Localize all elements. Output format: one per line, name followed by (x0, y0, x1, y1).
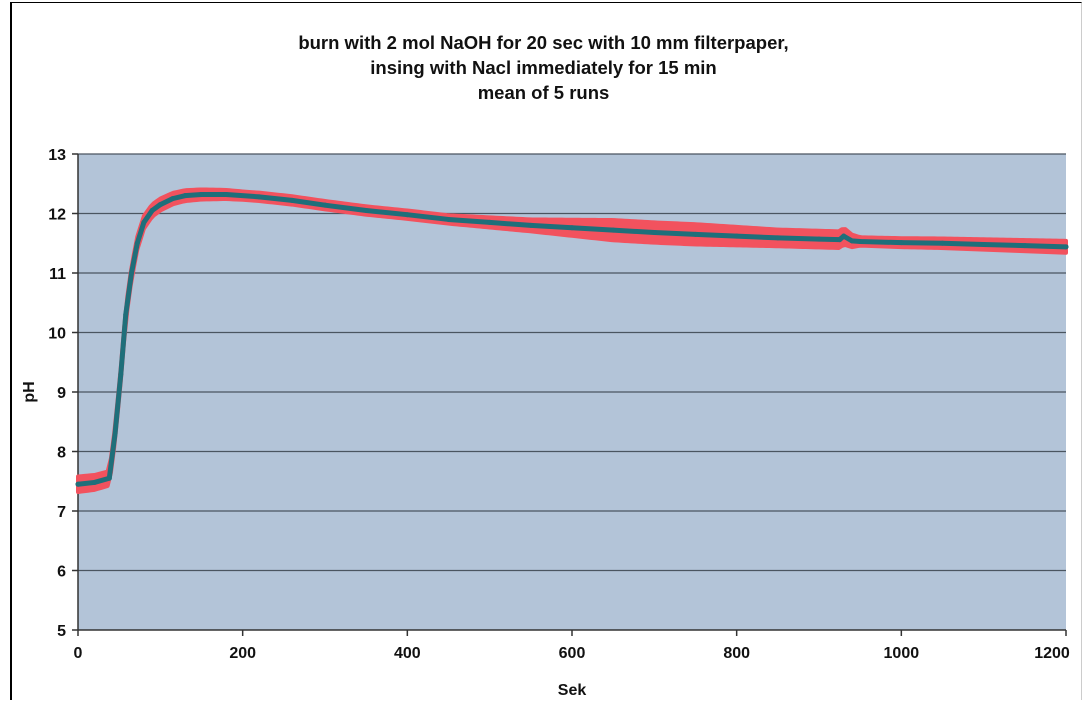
data-point (199, 191, 204, 197)
chart-title-line-3: mean of 5 runs (477, 82, 610, 103)
x-tick-label-800: 800 (723, 645, 750, 662)
data-point (487, 219, 493, 225)
x-tick-label-400: 400 (394, 645, 421, 662)
data-point (223, 191, 229, 197)
x-tick-labels: 0 200 400 600 800 1000 1200 (74, 645, 1070, 662)
axes (72, 153, 1067, 636)
data-point (775, 235, 781, 241)
grid-lines (78, 153, 1066, 572)
data-point (981, 241, 987, 247)
data-point (106, 475, 112, 481)
data-point (75, 481, 81, 487)
data-point (837, 237, 843, 243)
chart-title-line-1: burn with 2 mol NaOH for 20 sec with 10 … (298, 32, 789, 53)
x-tick-label-0: 0 (74, 645, 83, 662)
x-tick-label-1200: 1200 (1034, 645, 1070, 662)
data-point (141, 219, 147, 225)
y-tick-label-12: 12 (48, 207, 66, 224)
data-point (898, 240, 904, 246)
data-point (363, 208, 369, 214)
data-point (693, 231, 698, 237)
y-axis-title: pH (21, 381, 38, 402)
data-point (849, 238, 855, 244)
chart-frame (10, 2, 1082, 700)
y-tick-label-7: 7 (57, 504, 66, 521)
data-point (149, 208, 155, 214)
data-point (112, 431, 118, 437)
data-point (857, 238, 863, 244)
deviation-band (76, 187, 1068, 494)
x-tick-label-1000: 1000 (884, 645, 920, 662)
chart-title-line-2: insing with Nacl immediately for 15 min (370, 57, 717, 78)
data-point (446, 216, 451, 222)
data-point (841, 233, 847, 239)
mean-series (75, 191, 1069, 487)
data-point (91, 479, 97, 485)
data-point (940, 240, 945, 246)
data-point (322, 202, 328, 208)
data-point (289, 197, 295, 203)
data-point (157, 202, 163, 208)
x-axis-title: Sek (558, 682, 587, 699)
data-point (651, 230, 657, 236)
data-point (610, 227, 616, 233)
chart-title: burn with 2 mol NaOH for 20 sec with 10 … (0, 30, 1087, 105)
x-tick-label-200: 200 (229, 645, 256, 662)
x-tick-label-600: 600 (559, 645, 586, 662)
data-point (1063, 244, 1069, 250)
y-tick-labels: 5 6 7 8 9 10 11 12 13 (48, 147, 66, 640)
y-tick-label-11: 11 (49, 266, 66, 283)
data-point (816, 236, 822, 242)
data-point (118, 371, 124, 377)
y-tick-label-5: 5 (57, 623, 66, 640)
data-point (134, 240, 140, 246)
data-point (170, 196, 176, 202)
data-point (182, 193, 188, 199)
data-point (569, 225, 575, 231)
data-point (1022, 243, 1028, 249)
data-point (256, 194, 262, 200)
data-point (129, 270, 135, 276)
data-point (528, 222, 534, 228)
y-tick-label-13: 13 (48, 147, 66, 164)
y-tick-label-6: 6 (57, 564, 66, 581)
y-tick-label-8: 8 (57, 445, 66, 462)
y-tick-label-10: 10 (48, 326, 66, 343)
y-tick-label-9: 9 (57, 385, 66, 402)
data-point (734, 233, 740, 239)
data-point (404, 212, 410, 218)
data-point (123, 312, 129, 318)
